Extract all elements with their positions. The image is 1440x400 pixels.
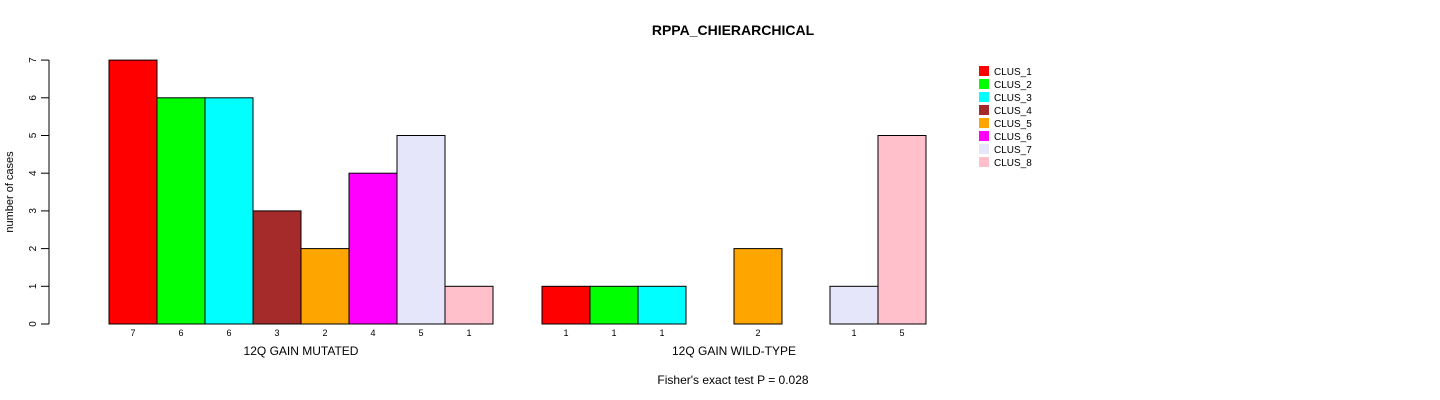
bar-group2-clus-3 — [637, 285, 687, 325]
bar-group2-clus-8 — [877, 135, 927, 325]
bar-count-label-group2-8: 5 — [899, 328, 904, 338]
bar-group2-clus-1 — [541, 285, 591, 325]
bar-group1-clus-2 — [156, 97, 206, 325]
bar-group2-clus-2 — [589, 285, 639, 325]
bar-count-label-group2-3: 1 — [659, 328, 664, 338]
y-tick-label-5: 5 — [28, 132, 39, 138]
bars — [108, 59, 927, 325]
legend-swatch-3 — [979, 92, 989, 102]
y-tick-label-1: 1 — [28, 283, 39, 289]
group-label-wild-type: 12Q GAIN WILD-TYPE — [672, 344, 796, 358]
bar-count-label-group1-1: 7 — [130, 328, 135, 338]
legend-swatch-7 — [979, 144, 989, 154]
bar-count-label-group1-2: 6 — [178, 328, 183, 338]
legend-label-3: CLUS_3 — [994, 93, 1032, 104]
legend: CLUS_1 CLUS_2 CLUS_3 CLUS_4 CLUS_5 CLUS_6 CLUS… — [979, 66, 1032, 169]
legend-label-8: CLUS_8 — [994, 158, 1032, 169]
bar-group2-clus-5 — [733, 248, 783, 325]
bar-count-label-group1-6: 4 — [370, 328, 375, 338]
bar-count-label-group2-5: 2 — [755, 328, 760, 338]
y-tick-label-7: 7 — [28, 57, 39, 63]
legend-swatch-2 — [979, 79, 989, 89]
legend-label-5: CLUS_5 — [994, 119, 1032, 130]
bar-group1-clus-3 — [204, 97, 254, 325]
group-label-mutated: 12Q GAIN MUTATED — [244, 344, 359, 358]
legend-label-1: CLUS_1 — [994, 67, 1032, 78]
bar-group1-clus-8 — [444, 285, 494, 325]
bar-group2-clus-7 — [829, 285, 879, 325]
y-tick-label-2: 2 — [28, 245, 39, 251]
chart-title: RPPA_CHIERARCHICAL — [652, 22, 815, 38]
bar-count-labels: 7 6 6 3 2 4 5 1 1 1 1 2 1 5 — [130, 328, 904, 338]
y-tick-label-3: 3 — [28, 208, 39, 214]
legend-swatch-4 — [979, 105, 989, 115]
bar-count-label-group1-7: 5 — [418, 328, 423, 338]
bar-count-label-group1-4: 3 — [274, 328, 279, 338]
legend-label-6: CLUS_6 — [994, 132, 1032, 143]
legend-label-2: CLUS_2 — [994, 80, 1032, 91]
legend-swatch-5 — [979, 118, 989, 128]
bar-group1-clus-1 — [108, 59, 158, 325]
legend-swatch-8 — [979, 157, 989, 167]
bar-count-label-group2-2: 1 — [611, 328, 616, 338]
bar-group1-clus-4 — [252, 210, 302, 325]
y-tick-label-0: 0 — [28, 321, 39, 327]
fisher-test-footnote: Fisher's exact test P = 0.028 — [657, 373, 808, 387]
bar-count-label-group2-1: 1 — [563, 328, 568, 338]
bar-group1-clus-7 — [396, 135, 446, 325]
bar-group1-clus-5 — [300, 248, 350, 325]
y-tick-label-4: 4 — [28, 170, 39, 176]
bar-count-label-group1-5: 2 — [322, 328, 327, 338]
legend-swatch-1 — [979, 66, 989, 76]
y-axis-label: number of cases — [4, 151, 16, 233]
bar-count-label-group1-8: 1 — [466, 328, 471, 338]
bar-group1-clus-6 — [348, 172, 398, 325]
bar-count-label-group2-7: 1 — [851, 328, 856, 338]
legend-label-7: CLUS_7 — [994, 145, 1032, 156]
y-tick-label-6: 6 — [28, 95, 39, 101]
legend-swatch-6 — [979, 131, 989, 141]
bar-count-label-group1-3: 6 — [226, 328, 231, 338]
legend-label-4: CLUS_4 — [994, 106, 1032, 117]
y-axis: 0 1 2 3 4 5 6 7 — [28, 57, 50, 327]
